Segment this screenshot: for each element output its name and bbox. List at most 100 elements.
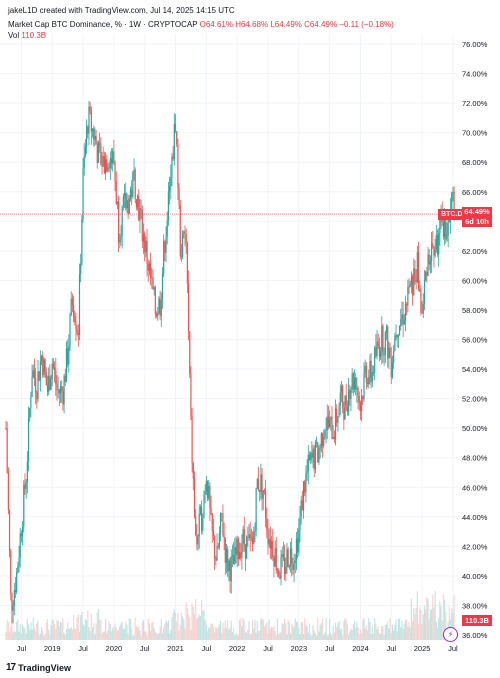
candle-body: [231, 555, 234, 557]
candle-body: [135, 199, 138, 208]
volume-bar: [179, 625, 181, 640]
volume-bar: [126, 624, 128, 640]
volume-bar: [87, 610, 89, 640]
candle-body: [370, 360, 372, 383]
volume-bar: [219, 621, 222, 640]
volume-bar: [27, 624, 30, 640]
volume-bar: [69, 628, 71, 640]
candle-body: [387, 326, 389, 359]
volume-bar: [48, 629, 50, 640]
candle-body: [446, 235, 448, 240]
candle-body: [299, 516, 301, 531]
volume-bar: [208, 627, 210, 640]
candle-body: [315, 442, 318, 444]
candle-body: [87, 126, 89, 134]
candle-body: [451, 192, 453, 210]
candle-body: [306, 471, 308, 474]
candle-body: [159, 298, 161, 316]
candle-body: [435, 235, 437, 250]
volume-bar: [357, 627, 359, 640]
volume-bar: [63, 632, 65, 640]
candle-body: [150, 263, 152, 278]
volume-bar: [408, 622, 410, 640]
volume-bar: [212, 626, 215, 640]
volume-bar: [76, 616, 78, 640]
volume-bar: [119, 626, 121, 640]
candle-body: [6, 428, 8, 473]
candle-body: [221, 513, 223, 514]
volume-bar: [26, 618, 28, 640]
candle-body: [78, 274, 81, 335]
volume-bar: [30, 622, 32, 640]
candle-body: [103, 156, 105, 174]
candle-body: [442, 221, 445, 237]
candle-body: [161, 273, 164, 301]
candle-body: [26, 461, 28, 483]
volume-bar: [170, 629, 172, 640]
candle-body: [317, 442, 319, 463]
volume-bar: [44, 634, 46, 640]
volume-bar: [390, 633, 392, 640]
candle-body: [276, 569, 279, 571]
candle-body: [358, 396, 360, 403]
candle-body: [445, 213, 447, 240]
volume-bar: [146, 635, 148, 640]
candle-body: [453, 191, 455, 215]
candle-body: [192, 463, 194, 479]
volume-bar: [50, 625, 52, 640]
candle-body: [353, 377, 356, 390]
candle-body: [372, 372, 375, 374]
candle-body: [191, 416, 193, 464]
x-tick-label: 2025: [414, 644, 431, 653]
volume-bar: [90, 613, 92, 640]
volume-bar: [272, 627, 274, 640]
volume-bar: [64, 635, 66, 640]
volume-bar: [161, 633, 164, 640]
price-tag: 64.49% 6d 10h: [462, 207, 492, 227]
candle-body: [90, 111, 92, 132]
candle-body: [131, 189, 133, 197]
candle-body: [205, 480, 207, 492]
volume-bar: [164, 624, 166, 640]
volume-bar: [302, 633, 305, 640]
candle-body: [82, 167, 84, 220]
volume-bar: [205, 624, 207, 640]
volume-bar: [305, 624, 307, 640]
volume-bar: [380, 633, 382, 640]
candle-body: [141, 209, 143, 242]
volume-bar: [141, 622, 143, 640]
volume-bar: [262, 619, 264, 640]
candle-body: [83, 155, 85, 168]
candle-body: [283, 557, 286, 574]
chart-title: Market Cap BTC Dominance, % · 1W · CRYPT…: [8, 20, 198, 29]
candle-body: [448, 218, 450, 222]
candle-body: [415, 279, 417, 282]
volume-bar: [112, 628, 114, 640]
volume-bar: [256, 621, 258, 640]
candle-body: [390, 357, 392, 377]
volume-bar: [5, 631, 7, 640]
volume-bar: [381, 626, 383, 640]
candle-body: [193, 478, 196, 517]
volume-bar: [158, 633, 160, 640]
volume-bar: [273, 625, 275, 640]
volume-bar: [444, 599, 446, 640]
volume-bar: [99, 619, 101, 640]
volume-bar: [301, 621, 303, 640]
candle-body: [104, 159, 107, 174]
volume-bar: [148, 623, 151, 640]
candle-body: [31, 377, 33, 397]
volume-bar: [11, 618, 13, 640]
candle-body: [171, 156, 173, 178]
volume-bar: [395, 619, 397, 640]
lightning-icon[interactable]: ⚡: [443, 627, 458, 642]
candle-body: [366, 382, 369, 384]
volume-bar: [362, 619, 364, 640]
volume-bar: [365, 625, 367, 640]
volume-bar: [397, 618, 399, 640]
volume-bar: [237, 635, 239, 640]
candle-body: [265, 491, 267, 518]
volume-bar: [75, 629, 77, 640]
candle-body: [101, 164, 103, 167]
